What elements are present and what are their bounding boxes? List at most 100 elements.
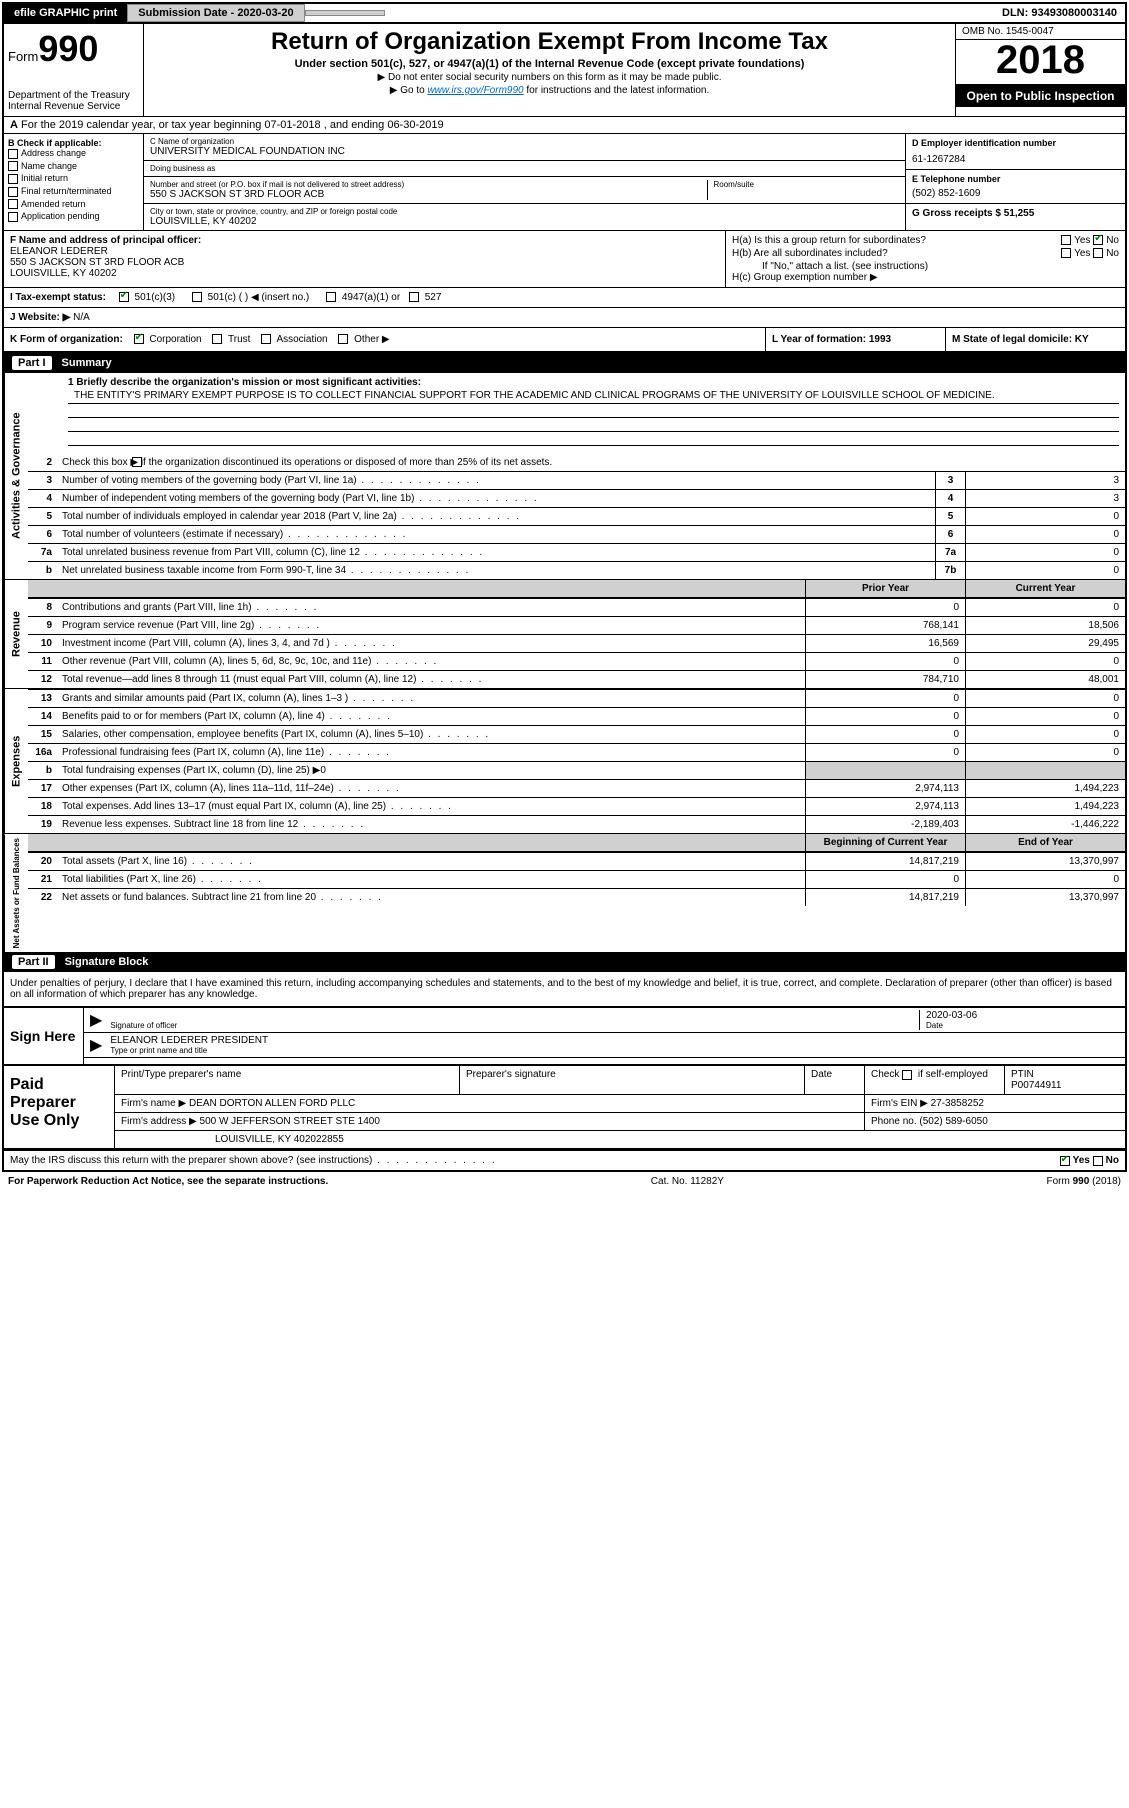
row-desc: Salaries, other compensation, employee b… [58, 726, 805, 743]
topbar: efile GRAPHIC print Submission Date - 20… [4, 4, 1125, 24]
row-desc: Total number of individuals employed in … [58, 508, 935, 525]
opt-501c3: 501(c)(3) [135, 292, 176, 303]
row-current: 29,495 [965, 635, 1125, 652]
chk-501c3[interactable] [119, 292, 129, 302]
row-prior: 14,817,219 [805, 853, 965, 870]
insert-no: ◀ (insert no.) [251, 292, 309, 303]
data-row: 20 Total assets (Part X, line 16) 14,817… [28, 852, 1125, 870]
data-row: 8 Contributions and grants (Part VIII, l… [28, 598, 1125, 616]
row-n: 13 [28, 690, 58, 707]
hb-yes[interactable] [1061, 248, 1071, 258]
col-b-label: B Check if applicable: [8, 138, 139, 148]
data-row: 19 Revenue less expenses. Subtract line … [28, 815, 1125, 833]
row-current: 13,370,997 [965, 889, 1125, 906]
page-footer: For Paperwork Reduction Act Notice, see … [0, 1174, 1129, 1189]
opt-501c: 501(c) ( ) [208, 292, 249, 303]
chk-pending[interactable] [8, 212, 18, 222]
row-current: 0 [965, 690, 1125, 707]
row-current: 0 [965, 653, 1125, 670]
k-label: K Form of organization: [10, 334, 123, 345]
vlabel-exp: Expenses [4, 689, 28, 833]
chk-501c[interactable] [192, 292, 202, 302]
chk-amended[interactable] [8, 199, 18, 209]
addr-val: 550 S JACKSON ST 3RD FLOOR ACB [150, 189, 707, 200]
part2-header: Part II Signature Block [4, 952, 1125, 972]
sign-date-label: Date [926, 1021, 1119, 1030]
row-n: 12 [28, 671, 58, 688]
data-row: 12 Total revenue—add lines 8 through 11 … [28, 670, 1125, 688]
footer-right-wrap: Form 990 (2018) [1047, 1176, 1121, 1187]
opt-assoc: Association [276, 334, 327, 345]
chk-initial[interactable] [8, 174, 18, 184]
chk-name[interactable] [8, 161, 18, 171]
mission-text: THE ENTITY'S PRIMARY EXEMPT PURPOSE IS T… [68, 390, 1119, 404]
tax-year: 2018 [956, 40, 1125, 85]
discuss-yes[interactable] [1060, 1156, 1070, 1166]
state-domicile: M State of legal domicile: KY [952, 334, 1089, 345]
chk-address[interactable] [8, 149, 18, 159]
row-desc: Other expenses (Part IX, column (A), lin… [58, 780, 805, 797]
row-prior: 16,569 [805, 635, 965, 652]
chk-527[interactable] [409, 292, 419, 302]
officer-addr: 550 S JACKSON ST 3RD FLOOR ACB LOUISVILL… [10, 257, 719, 279]
col-cd: C Name of organization UNIVERSITY MEDICA… [144, 134, 905, 230]
gov-row: 7a Total unrelated business revenue from… [28, 543, 1125, 561]
part1-header: Part I Summary [4, 353, 1125, 373]
data-row: 11 Other revenue (Part VIII, column (A),… [28, 652, 1125, 670]
note-ssn: ▶ Do not enter social security numbers o… [148, 72, 951, 83]
chk-4947[interactable] [326, 292, 336, 302]
gov-row: 4 Number of independent voting members o… [28, 489, 1125, 507]
opt-final: Final return/terminated [21, 186, 112, 196]
firm-addr: Firm's address ▶ 500 W JEFFERSON STREET … [115, 1113, 865, 1130]
row-desc: Investment income (Part VIII, column (A)… [58, 635, 805, 652]
row-current: 0 [965, 599, 1125, 616]
row-n: 16a [28, 744, 58, 761]
row-val: 0 [965, 526, 1125, 543]
row-j: J Website: ▶ N/A [4, 308, 1125, 328]
ha-yes[interactable] [1061, 235, 1071, 245]
city-label: City or town, state or province, country… [150, 207, 899, 216]
col-e: D Employer identification number 61-1267… [905, 134, 1125, 230]
data-row: 22 Net assets or fund balances. Subtract… [28, 888, 1125, 906]
chk-final[interactable] [8, 187, 18, 197]
row-box: 7b [935, 562, 965, 579]
f-label: F Name and address of principal officer: [10, 235, 719, 246]
chk-assoc[interactable] [261, 334, 271, 344]
sign-here-block: Sign Here ▶ Signature of officer 2020-03… [4, 1006, 1125, 1064]
vlabel-net: Net Assets or Fund Balances [4, 834, 28, 952]
efile-button[interactable]: efile GRAPHIC print [4, 4, 127, 22]
prep-sig-label: Preparer's signature [460, 1066, 805, 1094]
discuss-no-label: No [1106, 1155, 1119, 1166]
mission-blank1 [68, 404, 1119, 418]
ha-no[interactable] [1093, 235, 1103, 245]
opt-initial: Initial return [21, 173, 68, 183]
row-prior: 2,974,113 [805, 780, 965, 797]
i-label: I Tax-exempt status: [10, 292, 106, 303]
row-box: 5 [935, 508, 965, 525]
ein-val: 61-1267284 [912, 154, 1119, 165]
opt-name: Name change [21, 161, 77, 171]
irs-link[interactable]: www.irs.gov/Form990 [427, 85, 523, 96]
row-n: 11 [28, 653, 58, 670]
exp-b-gray1 [805, 762, 965, 779]
row-prior: 0 [805, 653, 965, 670]
form-number: 990 [38, 28, 98, 69]
ha-label: H(a) Is this a group return for subordin… [732, 235, 926, 246]
chk-corp[interactable] [134, 334, 144, 344]
opt-trust: Trust [228, 334, 250, 345]
data-row: 9 Program service revenue (Part VIII, li… [28, 616, 1125, 634]
gov-row: 3 Number of voting members of the govern… [28, 471, 1125, 489]
row-prior: 0 [805, 871, 965, 888]
discuss-no[interactable] [1093, 1156, 1103, 1166]
chk-self-employed[interactable] [902, 1070, 912, 1080]
chk-trust[interactable] [212, 334, 222, 344]
website-val: N/A [73, 312, 90, 323]
footer-990: 990 [1073, 1176, 1090, 1187]
row-n: 7a [28, 544, 58, 561]
chk-other[interactable] [338, 334, 348, 344]
hb-no[interactable] [1093, 248, 1103, 258]
officer-name: ELEANOR LEDERER [10, 246, 719, 257]
chk-discontinued[interactable] [132, 457, 142, 467]
row-prior: -2,189,403 [805, 816, 965, 833]
footer-mid: Cat. No. 11282Y [651, 1176, 724, 1187]
